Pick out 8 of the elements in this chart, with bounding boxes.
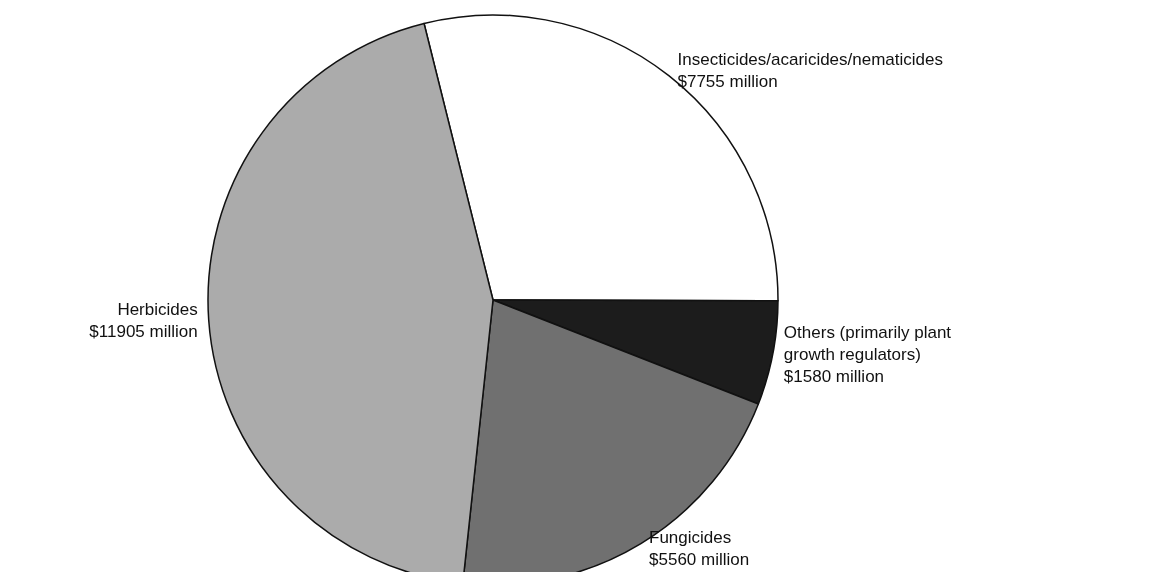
slice-label: Fungicides bbox=[649, 528, 732, 548]
slice-label: Herbicides bbox=[117, 299, 198, 319]
data-label: $7755 million bbox=[677, 72, 778, 92]
slice-label: Others (primarily plant growth regulators) bbox=[783, 322, 952, 364]
data-label: $1580 million bbox=[783, 366, 885, 386]
data-label: $11905 million bbox=[89, 321, 198, 341]
data-label: $5560 million bbox=[649, 550, 750, 570]
slice-label: Insecticides/acaricides/nematicides bbox=[677, 50, 944, 70]
